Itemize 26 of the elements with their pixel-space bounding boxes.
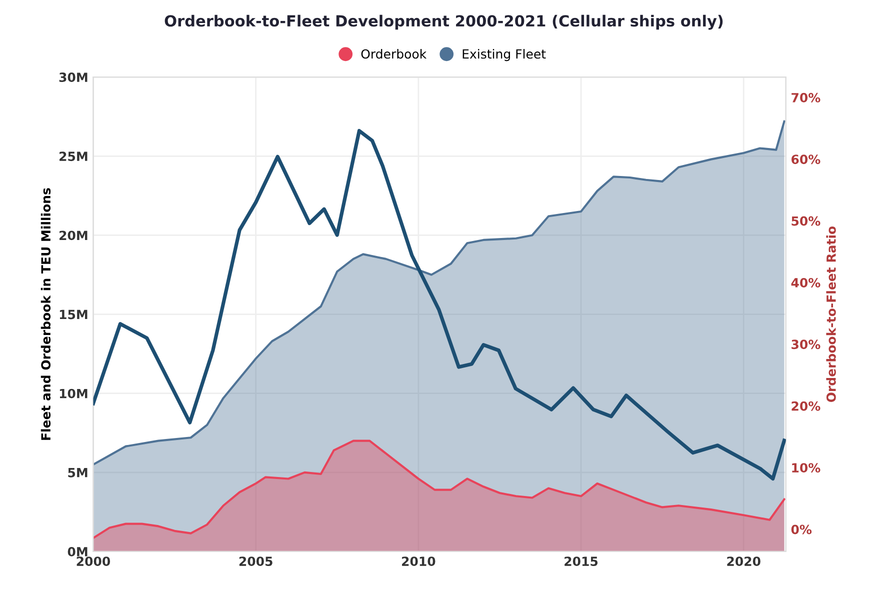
- x-tick-label: 2010: [402, 556, 436, 566]
- x-tick-label: 2015: [564, 556, 598, 566]
- chart-title: Orderbook-to-Fleet Development 2000-2021 (Cellular ships only): [164, 14, 723, 30]
- y-tick-label: 25M: [60, 152, 88, 162]
- y-tick-label: 15M: [60, 310, 88, 320]
- y-tick-label: 20M: [60, 230, 88, 240]
- y2-tick-label: 10%: [792, 463, 820, 473]
- y-tick-label: 30M: [59, 72, 88, 82]
- y2-tick-label: 40%: [791, 278, 820, 288]
- x-tick-label: 2000: [76, 556, 110, 566]
- y2-axis-title: Orderbook-to-Fleet Ratio: [826, 226, 836, 402]
- line-series: [93, 128, 786, 480]
- y-tick-label: 5M: [68, 468, 88, 478]
- legend-label: Existing Fleet: [462, 49, 546, 62]
- x-tick-label: 2020: [727, 556, 760, 566]
- y2-tick-label: 60%: [792, 154, 820, 164]
- y-tick-label: 0M: [68, 546, 88, 556]
- x-tick-label: 2005: [239, 556, 272, 566]
- y-axis-title: Fleet and Orderbook in TEU Millions: [40, 188, 51, 440]
- y2-tick-label: 50%: [792, 216, 820, 226]
- y-tick-label: 10M: [60, 388, 88, 398]
- y2-tick-label: 70%: [792, 92, 820, 102]
- y2-tick-label: 0%: [791, 524, 812, 534]
- y2-tick-label: 30%: [792, 340, 820, 350]
- y2-tick-label: 20%: [792, 401, 820, 411]
- legend-label: Orderbook: [361, 49, 427, 59]
